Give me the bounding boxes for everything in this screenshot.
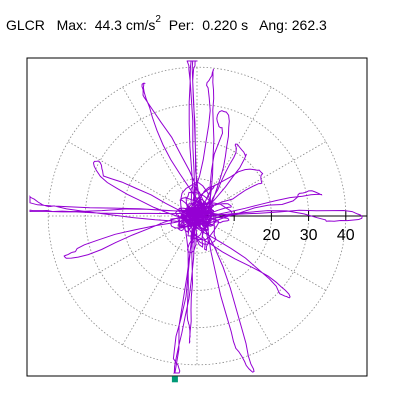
period-value: 0.220 s bbox=[202, 17, 249, 33]
max-label: Max: bbox=[56, 17, 87, 33]
angle-value: 262.3 bbox=[291, 17, 327, 33]
grid-spoke bbox=[122, 215, 198, 346]
max-exponent: 2 bbox=[155, 14, 161, 26]
grid-spoke bbox=[196, 86, 272, 217]
grid-spoke bbox=[122, 86, 198, 217]
peak-marker bbox=[171, 376, 178, 383]
period-label: Per: bbox=[168, 17, 195, 33]
grid-spoke bbox=[196, 215, 327, 291]
radial-axis: 20 30 40 bbox=[197, 211, 367, 244]
plot-frame bbox=[26, 57, 368, 377]
radial-tick-label: 30 bbox=[300, 227, 318, 244]
max-value: 44.3 cm/s bbox=[94, 17, 156, 33]
motion-trace bbox=[29, 60, 363, 374]
station-code: GLCR bbox=[6, 17, 45, 33]
radial-tick-label: 40 bbox=[337, 227, 355, 244]
grid-spoke bbox=[67, 141, 198, 217]
plot-header: GLCR Max: 44.3 cm/s2 Per: 0.220 s Ang: 2… bbox=[6, 14, 327, 34]
grid-spoke bbox=[67, 215, 198, 291]
angle-label: Ang: bbox=[259, 17, 288, 33]
radial-tick-label: 20 bbox=[263, 227, 281, 244]
